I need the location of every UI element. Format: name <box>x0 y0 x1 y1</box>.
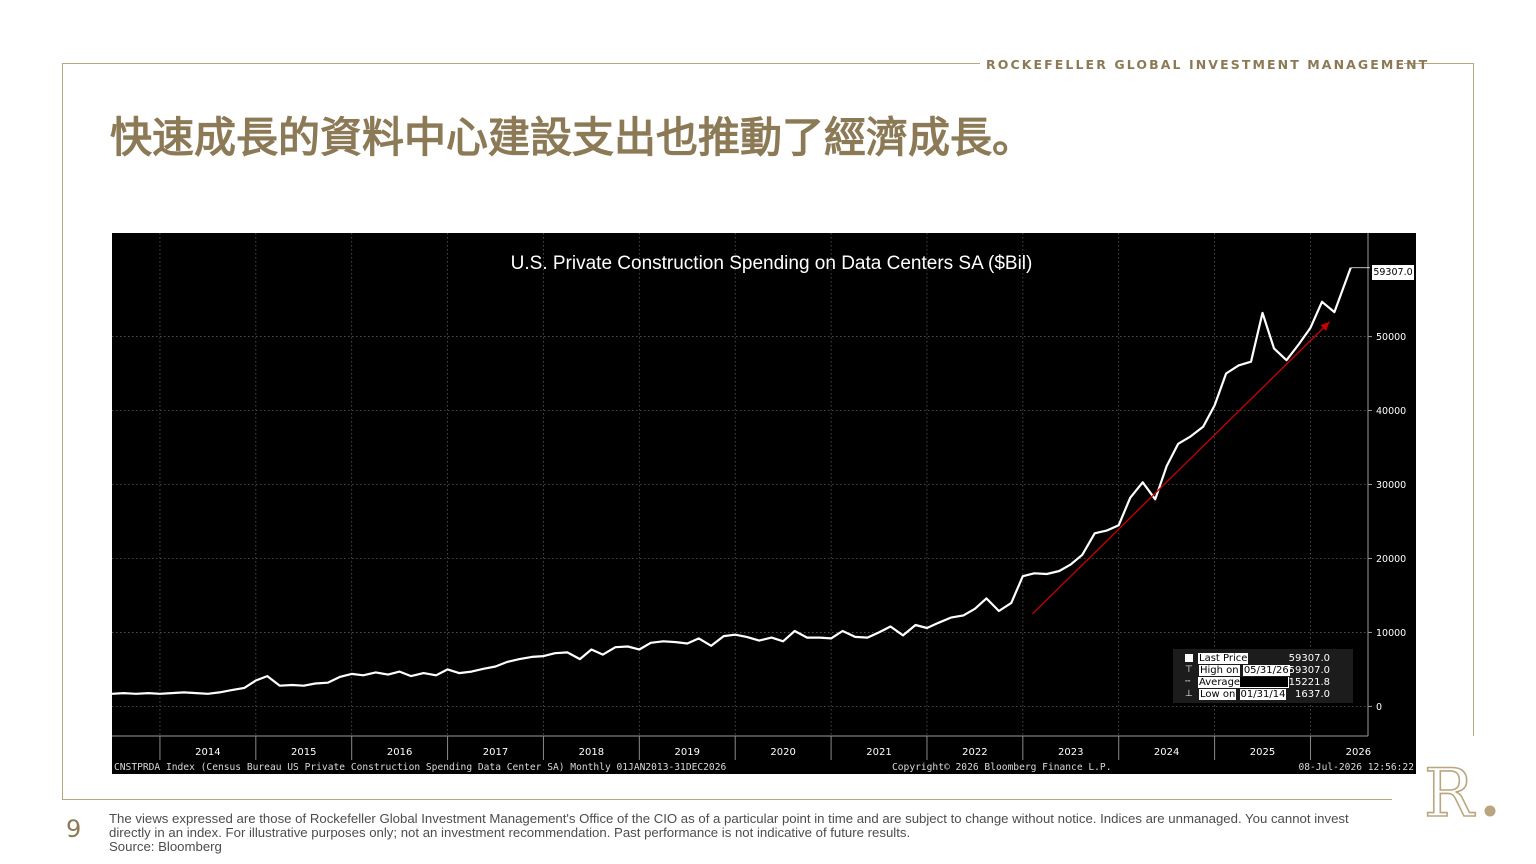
series-line <box>112 267 1352 695</box>
y-tick-label: 40000 <box>1376 406 1406 417</box>
x-tick-label: 2018 <box>579 747 604 758</box>
source-note: Source: Bloomberg <box>109 839 222 854</box>
legend-label: Average <box>1198 677 1290 688</box>
legend-label-text: Low on <box>1199 689 1237 700</box>
page-number: 9 <box>66 815 82 843</box>
legend-value: 59307.0 <box>1288 653 1330 664</box>
legend-value: 59307.0 <box>1288 665 1330 676</box>
y-tick-label: 0 <box>1376 702 1382 713</box>
x-tick-label: 2015 <box>291 747 316 758</box>
y-tick-label: 50000 <box>1376 332 1406 343</box>
disclaimer: The views expressed are those of Rockefe… <box>109 812 1399 854</box>
trend-arrow-head <box>1320 321 1330 331</box>
chart-canvas: 0 10000 20000 30000 40000 50000 2014 2015 2016 20… <box>112 233 1406 760</box>
x-tick-label: 2020 <box>770 747 795 758</box>
frame-right <box>1473 63 1474 736</box>
legend-tick-icon: ⊤ <box>1185 665 1193 675</box>
chart-timestamp: 08-Jul-2026 12:56:22 <box>1298 762 1414 773</box>
x-tick-label: 2024 <box>1154 747 1179 758</box>
legend-label: High on 05/31/26 <box>1198 665 1291 676</box>
legend-date: 01/31/14 <box>1239 689 1287 700</box>
x-tick-label: 2017 <box>483 747 508 758</box>
legend-tick-icon: ⊥ <box>1185 689 1193 699</box>
chart-title: U.S. Private Construction Spending on Da… <box>510 253 1033 274</box>
trend-arrow-line <box>1031 321 1331 615</box>
disclaimer-line-1: The views expressed are those of Rockefe… <box>109 811 1349 826</box>
x-tick-label: 2022 <box>962 747 987 758</box>
chart-copyright: Copyright© 2026 Bloomberg Finance L.P. <box>892 762 1112 773</box>
y-tick-label: 20000 <box>1376 554 1406 565</box>
legend-dash-icon: ╌ <box>1185 677 1191 687</box>
x-tick-label: 2016 <box>387 747 412 758</box>
chart-ticker-description: CNSTPRDA Index (Census Bureau US Private… <box>114 762 727 773</box>
last-value-tag: 59307.0 <box>1372 265 1414 280</box>
chart-legend: Last Price 59307.0 ⊤ High on 05/31/26 59… <box>1173 649 1353 703</box>
x-tick-label: 2019 <box>675 747 700 758</box>
legend-low: ⊥ Low on 01/31/14 1637.0 <box>1173 689 1353 701</box>
frame-left <box>62 63 63 800</box>
y-tick-label: 10000 <box>1376 628 1406 639</box>
frame-top-right <box>1404 63 1474 64</box>
frame-bottom <box>62 799 1392 800</box>
svg-text:R: R <box>1424 758 1476 822</box>
legend-label: Low on 01/31/14 <box>1198 689 1287 700</box>
legend-last-price: Last Price 59307.0 <box>1173 653 1353 665</box>
legend-date: 05/31/26 <box>1242 665 1290 676</box>
x-tick-label: 2014 <box>195 747 220 758</box>
x-tick-label: 2023 <box>1058 747 1083 758</box>
chart-footer-strip: CNSTPRDA Index (Census Bureau US Private… <box>112 762 1416 774</box>
legend-label-text: Average <box>1199 677 1241 688</box>
frame-top-left <box>62 63 980 64</box>
x-tick-label: 2025 <box>1250 747 1275 758</box>
legend-square-icon <box>1185 654 1193 662</box>
legend-value: 15221.8 <box>1288 677 1330 688</box>
disclaimer-line-2: directly in an index. For illustrative p… <box>109 825 911 840</box>
legend-label: Last Price <box>1198 653 1249 664</box>
legend-high: ⊤ High on 05/31/26 59307.0 <box>1173 665 1353 677</box>
slide-title: 快速成長的資料中心建設支出也推動了經濟成長。 <box>110 113 1035 162</box>
legend-label-text: High on <box>1199 665 1240 676</box>
legend-average: ╌ Average 15221.8 <box>1173 677 1353 689</box>
legend-value: 1637.0 <box>1295 689 1330 700</box>
x-tick-label: 2021 <box>866 747 891 758</box>
bloomberg-chart: 0 10000 20000 30000 40000 50000 2014 2015 2016 20… <box>112 233 1416 774</box>
brand-name: ROCKEFELLER GLOBAL INVESTMENT MANAGEMENT <box>986 57 1430 72</box>
y-tick-label: 30000 <box>1376 480 1406 491</box>
x-tick-label: 2026 <box>1346 747 1371 758</box>
rockefeller-r-logo-icon: R <box>1424 758 1496 822</box>
